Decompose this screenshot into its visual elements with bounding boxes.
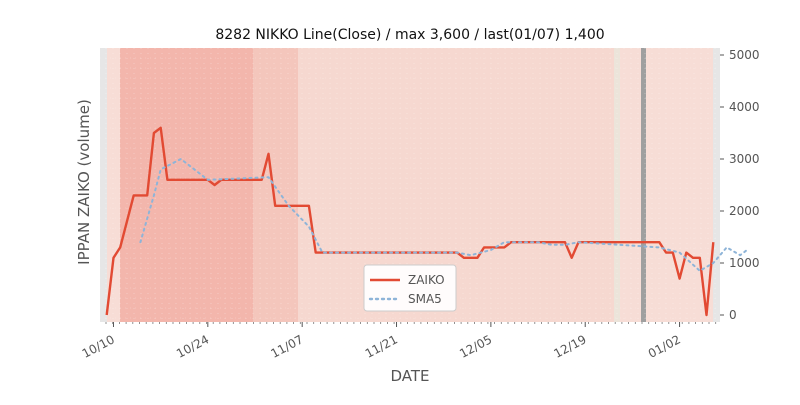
legend-label-zaiko: ZAIKO (408, 273, 445, 287)
y-tick-label: 4000 (729, 100, 760, 114)
x-tick-label: 12/19 (552, 332, 589, 361)
legend: ZAIKO SMA5 (364, 265, 456, 311)
y-tick-label: 3000 (729, 152, 760, 166)
highlight-band (253, 48, 298, 322)
legend-label-sma5: SMA5 (408, 292, 442, 306)
highlight-band (641, 48, 646, 322)
y-tick-label: 2000 (729, 204, 760, 218)
y-tick-label: 0 (729, 308, 737, 322)
highlight-band (614, 48, 620, 322)
x-tick-label: 12/05 (457, 332, 494, 361)
x-axis-label: DATE (390, 367, 429, 385)
y-tick-label: 5000 (729, 48, 760, 62)
y-tick-label: 1000 (729, 256, 760, 270)
x-tick-label: 11/07 (268, 332, 305, 361)
chart-title: 8282 NIKKO Line(Close) / max 3,600 / las… (215, 27, 604, 43)
x-tick-label: 11/21 (363, 332, 400, 361)
plot-edge-band (100, 48, 107, 322)
y-axis-label: IPPAN ZAIKO (volume) (75, 99, 93, 265)
x-tick-label: 10/10 (80, 332, 117, 361)
plot-edge-band (713, 48, 720, 322)
highlight-band (120, 48, 253, 322)
x-tick-label: 01/02 (646, 332, 683, 361)
x-tick-label: 10/24 (174, 332, 211, 361)
